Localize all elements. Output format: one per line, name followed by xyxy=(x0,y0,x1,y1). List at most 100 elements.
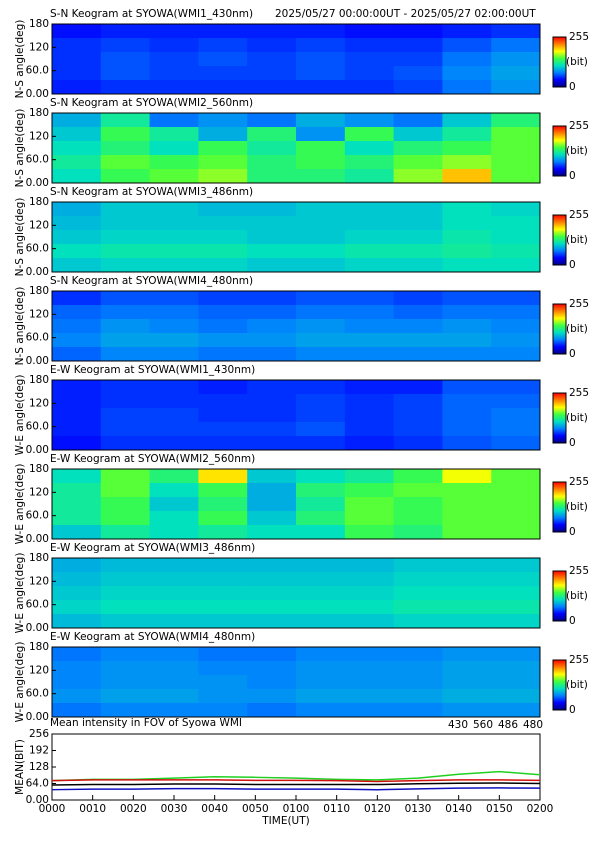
heat-cell xyxy=(52,291,102,306)
heat-cell xyxy=(344,244,395,259)
y-tick-label: 180 xyxy=(29,107,49,119)
heat-cell xyxy=(393,80,443,95)
heat-cell xyxy=(344,230,395,245)
heat-cell xyxy=(491,305,541,320)
heat-cell xyxy=(393,113,443,128)
heat-cell xyxy=(52,169,102,184)
heat-cell xyxy=(491,675,541,690)
heat-cell xyxy=(198,66,248,81)
plot-frame xyxy=(51,468,541,540)
heat-cell xyxy=(442,408,492,423)
heat-cell xyxy=(344,155,395,170)
heat-cell xyxy=(247,614,297,629)
heat-cell xyxy=(247,169,297,184)
heat-cell xyxy=(296,525,346,540)
y-tick-label: 180 xyxy=(29,641,49,653)
heat-cell xyxy=(344,483,395,498)
heat-cell xyxy=(247,600,297,615)
heat-cell xyxy=(491,497,541,512)
heat-cell xyxy=(344,572,395,587)
heat-cell xyxy=(491,80,541,95)
heat-cell xyxy=(100,347,151,362)
heat-cell xyxy=(198,230,248,245)
y-tick-label: 180 xyxy=(29,552,49,564)
heat-cell xyxy=(247,511,297,526)
heat-cell xyxy=(52,497,102,512)
heat-cell xyxy=(491,216,541,231)
heat-cell xyxy=(52,394,102,409)
heat-cell xyxy=(296,169,346,184)
heat-cell xyxy=(247,333,297,348)
heat-cell xyxy=(247,422,297,437)
heat-cell xyxy=(393,347,443,362)
heat-cell xyxy=(296,408,346,423)
heat-cell xyxy=(442,24,492,39)
heat-cell xyxy=(52,661,102,676)
heat-cell xyxy=(149,558,199,573)
heat-cell xyxy=(100,675,151,690)
heat-cell xyxy=(247,66,297,81)
heat-cell xyxy=(442,333,492,348)
heat-cell xyxy=(393,141,443,156)
heat-cell xyxy=(296,586,346,601)
heat-cell xyxy=(442,394,492,409)
heat-cell xyxy=(344,38,395,53)
heat-cell xyxy=(149,305,199,320)
heat-cell xyxy=(52,127,102,142)
colorbar-tick-label: 255 xyxy=(569,654,589,666)
x-tick-label: 0140 xyxy=(445,803,472,815)
heat-cell xyxy=(344,689,395,704)
heat-cell xyxy=(100,333,151,348)
heat-cell xyxy=(491,511,541,526)
series-line xyxy=(51,782,541,786)
heat-cell xyxy=(296,113,346,128)
heat-cell xyxy=(393,216,443,231)
y-tick-label: 0.00 xyxy=(26,622,49,634)
series-line xyxy=(51,779,541,783)
x-tick-label: 0110 xyxy=(323,803,350,815)
heat-cell xyxy=(344,52,395,67)
plot-frame xyxy=(51,733,541,801)
heat-cell xyxy=(198,319,248,334)
y-tick-label: 60.0 xyxy=(26,243,49,255)
heat-cell xyxy=(149,319,199,334)
heat-cell xyxy=(149,291,199,306)
heat-cell xyxy=(442,497,492,512)
panel-title: S-N Keogram at SYOWA(WMI4_480nm) xyxy=(50,275,253,287)
heat-cell xyxy=(491,291,541,306)
heat-cell xyxy=(344,169,395,184)
heat-cell xyxy=(149,675,199,690)
heat-cell xyxy=(296,394,346,409)
heat-cell xyxy=(296,347,346,362)
heat-cell xyxy=(344,380,395,395)
heat-cell xyxy=(247,525,297,540)
heat-cell xyxy=(393,675,443,690)
heat-cell xyxy=(149,600,199,615)
colorbar xyxy=(552,303,567,355)
legend-entry: 480 xyxy=(523,719,543,731)
heat-cell xyxy=(393,52,443,67)
panel-title: S-N Keogram at SYOWA(WMI1_430nm) xyxy=(50,8,253,20)
heat-cell xyxy=(344,202,395,217)
heat-cell xyxy=(442,113,492,128)
heat-cell xyxy=(198,244,248,259)
heat-cell xyxy=(442,511,492,526)
heat-cell xyxy=(247,141,297,156)
heat-cell xyxy=(52,483,102,498)
heat-cell xyxy=(149,497,199,512)
heat-cell xyxy=(52,558,102,573)
colorbar-label: (bit) xyxy=(566,590,588,602)
y-tick-label: 60.0 xyxy=(26,599,49,611)
heat-cell xyxy=(149,408,199,423)
y-tick-label: 0.00 xyxy=(26,444,49,456)
heat-cell xyxy=(149,38,199,53)
heat-cell xyxy=(149,511,199,526)
heat-cell xyxy=(247,305,297,320)
heat-cell xyxy=(52,66,102,81)
x-tick-label: 0040 xyxy=(201,803,228,815)
y-tick-label: 120 xyxy=(29,486,49,498)
heat-cell xyxy=(344,469,395,484)
heat-cell xyxy=(393,689,443,704)
heat-cell xyxy=(198,291,248,306)
heat-cell xyxy=(442,38,492,53)
